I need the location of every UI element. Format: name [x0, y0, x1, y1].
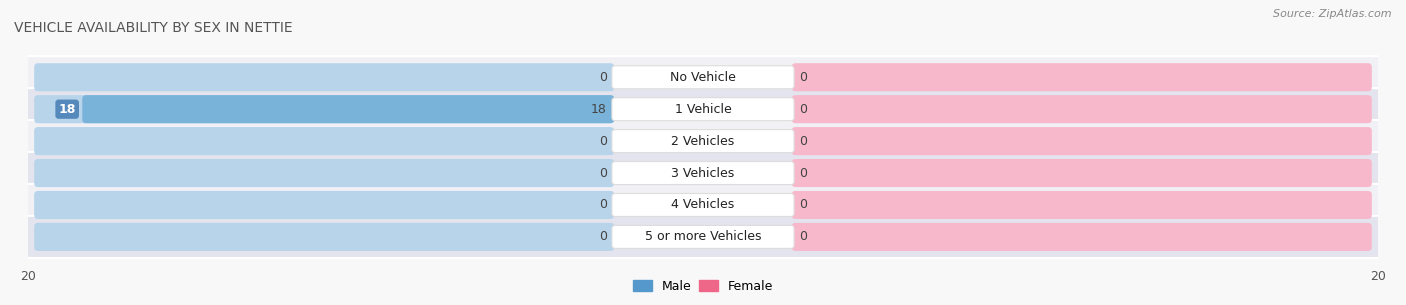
FancyBboxPatch shape — [612, 225, 794, 248]
FancyBboxPatch shape — [612, 98, 794, 121]
FancyBboxPatch shape — [792, 63, 1372, 91]
Text: 18: 18 — [591, 103, 607, 116]
Text: 0: 0 — [599, 199, 607, 211]
FancyBboxPatch shape — [612, 162, 794, 185]
Text: 0: 0 — [799, 71, 807, 84]
FancyBboxPatch shape — [34, 191, 614, 219]
Text: 3 Vehicles: 3 Vehicles — [672, 167, 734, 180]
Text: 0: 0 — [599, 167, 607, 180]
Text: 0: 0 — [599, 71, 607, 84]
FancyBboxPatch shape — [20, 184, 1386, 226]
Text: 0: 0 — [799, 135, 807, 148]
Text: 2 Vehicles: 2 Vehicles — [672, 135, 734, 148]
FancyBboxPatch shape — [20, 152, 1386, 194]
FancyBboxPatch shape — [792, 127, 1372, 155]
FancyBboxPatch shape — [792, 223, 1372, 251]
FancyBboxPatch shape — [20, 88, 1386, 130]
FancyBboxPatch shape — [34, 63, 614, 91]
FancyBboxPatch shape — [34, 95, 614, 123]
FancyBboxPatch shape — [20, 56, 1386, 98]
FancyBboxPatch shape — [612, 193, 794, 217]
Text: 0: 0 — [799, 230, 807, 243]
FancyBboxPatch shape — [83, 95, 614, 123]
Text: 1 Vehicle: 1 Vehicle — [675, 103, 731, 116]
Text: VEHICLE AVAILABILITY BY SEX IN NETTIE: VEHICLE AVAILABILITY BY SEX IN NETTIE — [14, 21, 292, 35]
FancyBboxPatch shape — [612, 66, 794, 89]
Legend: Male, Female: Male, Female — [628, 275, 778, 298]
Text: 0: 0 — [799, 199, 807, 211]
FancyBboxPatch shape — [34, 127, 614, 155]
FancyBboxPatch shape — [20, 216, 1386, 258]
FancyBboxPatch shape — [792, 95, 1372, 123]
Text: No Vehicle: No Vehicle — [671, 71, 735, 84]
FancyBboxPatch shape — [34, 223, 614, 251]
Text: 4 Vehicles: 4 Vehicles — [672, 199, 734, 211]
FancyBboxPatch shape — [792, 191, 1372, 219]
Text: 0: 0 — [799, 103, 807, 116]
FancyBboxPatch shape — [34, 159, 614, 187]
Text: 5 or more Vehicles: 5 or more Vehicles — [645, 230, 761, 243]
Text: 0: 0 — [599, 135, 607, 148]
Text: 18: 18 — [59, 103, 76, 116]
FancyBboxPatch shape — [612, 130, 794, 152]
FancyBboxPatch shape — [792, 159, 1372, 187]
Text: 0: 0 — [599, 230, 607, 243]
Text: 0: 0 — [799, 167, 807, 180]
Text: Source: ZipAtlas.com: Source: ZipAtlas.com — [1274, 9, 1392, 19]
FancyBboxPatch shape — [20, 120, 1386, 162]
